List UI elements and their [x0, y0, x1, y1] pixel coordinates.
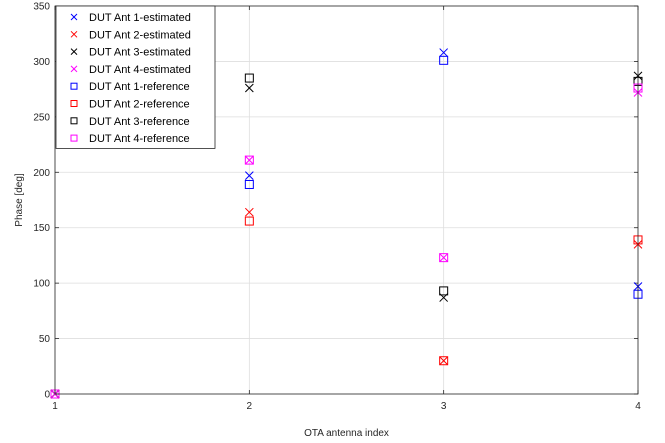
data-point [439, 356, 449, 366]
data-point [244, 171, 254, 180]
y-axis-label: Phase [deg] [14, 173, 25, 227]
y-tick-label: 150 [33, 223, 50, 234]
y-tick-label: 350 [33, 2, 50, 13]
x-tick-label: 4 [635, 401, 641, 412]
plot-frame [54, 5, 639, 395]
data-point [244, 216, 254, 226]
legend-item: DUT Ant 1-reference [70, 81, 190, 93]
legend-marker [70, 82, 78, 90]
legend-item: DUT Ant 3-reference [70, 116, 190, 128]
legend-item: DUT Ant 3-estimated [70, 47, 191, 59]
x-tick-label: 3 [441, 401, 447, 412]
y-tick-label: 100 [33, 279, 50, 290]
data-point [439, 356, 449, 366]
data-point [439, 253, 449, 262]
y-tick-label: 0 [44, 390, 50, 401]
data-point [439, 55, 449, 65]
legend-marker [70, 30, 78, 38]
legend-marker [70, 48, 78, 55]
legend-label: DUT Ant 1-estimated [89, 12, 191, 24]
data-point [439, 293, 449, 302]
legend-item: DUT Ant 1-estimated [70, 12, 191, 24]
data-point [439, 48, 449, 57]
legend: DUT Ant 1-estimated DUT Ant 2-estimated DU… [55, 5, 216, 149]
legend-label: DUT Ant 3-reference [89, 116, 190, 128]
data-point [244, 179, 254, 189]
legend-label: DUT Ant 2-reference [89, 99, 190, 111]
legend-label: DUT Ant 4-reference [89, 133, 190, 145]
data-point [244, 207, 254, 217]
y-tick-label: 300 [33, 57, 50, 68]
data-point [244, 155, 254, 165]
y-tick-label: 200 [33, 168, 50, 179]
x-axis-label: OTA antenna index [304, 428, 389, 439]
grid-lines [54, 5, 639, 395]
legend-item: DUT Ant 4-reference [70, 133, 190, 145]
legend-box [55, 5, 216, 149]
legend-marker [70, 13, 78, 21]
x-tick-label: 1 [52, 401, 58, 412]
legend-item: DUT Ant 2-estimated [70, 29, 191, 41]
legend-item: DUT Ant 2-reference [70, 99, 190, 111]
legend-marker [70, 134, 78, 142]
legend-label: DUT Ant 4-estimated [89, 64, 191, 76]
data-point [244, 155, 254, 165]
legend-marker [70, 117, 78, 125]
legend-item: DUT Ant 4-estimated [70, 64, 191, 76]
legend-marker [70, 100, 78, 107]
data-point [244, 73, 254, 83]
data-point [439, 253, 449, 263]
legend-label: DUT Ant 2-estimated [89, 29, 191, 41]
legend-label: DUT Ant 1-reference [89, 81, 190, 93]
y-tick-label: 50 [39, 334, 51, 345]
y-tick-label: 250 [33, 112, 50, 123]
data-point [439, 286, 449, 296]
x-tick-label: 2 [247, 401, 253, 412]
legend-marker [70, 65, 78, 73]
legend-label: DUT Ant 3-estimated [89, 47, 191, 59]
data-point [244, 83, 254, 93]
